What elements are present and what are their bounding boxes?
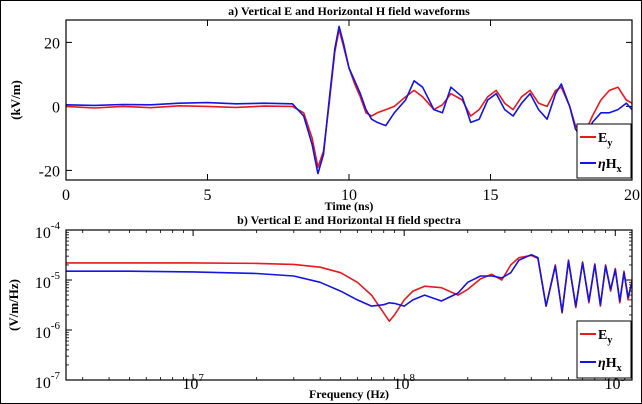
legend-a: Ey ηHx (576, 123, 632, 179)
y-tick-label-b: 10-4 (35, 220, 61, 242)
y-axis-label-a: (kV/m) (8, 80, 23, 120)
panel-waveforms: a) Vertical E and Horizontal H field wav… (8, 4, 640, 213)
panel-spectra: b) Vertical E and Horizontal H field spe… (6, 213, 633, 401)
y-tick-label-a: 20 (44, 35, 60, 52)
legend-label-hx-a: ηHx (598, 157, 622, 175)
legend-b: Ey ηHx (576, 320, 632, 379)
chart-title-b: b) Vertical E and Horizontal H field spe… (237, 213, 461, 227)
x-tick-label-a: 20 (624, 187, 640, 204)
y-tick-label-b: 10-5 (35, 270, 61, 292)
y-tick-label-a: 0 (52, 99, 60, 116)
y-tick-label-b: 10-6 (35, 320, 61, 342)
series-line-a-h-x (66, 25, 632, 175)
y-tick-label-a: -20 (39, 163, 60, 180)
x-tick-label-a: 15 (483, 187, 499, 204)
plot-frame-a (65, 19, 633, 181)
legend-box-b (576, 320, 632, 379)
y-axis-label-b: (V/m/Hz) (6, 279, 21, 331)
plot-frame-b (65, 229, 633, 381)
x-tick-label-a: 10 (341, 187, 357, 204)
legend-label-hx-b: ηHx (598, 356, 622, 374)
series-line-b-h-x (66, 253, 632, 313)
chart-title-a: a) Vertical E and Horizontal H field wav… (228, 4, 470, 18)
y-tick-label-b: 10-7 (35, 370, 61, 392)
x-axis-label-b: Frequency (Hz) (309, 387, 389, 401)
legend-box-a (576, 123, 632, 179)
x-axis-label-a: Time (ns) (325, 199, 374, 213)
x-tick-label-a: 0 (62, 187, 70, 204)
x-tick-label-a: 5 (204, 187, 212, 204)
